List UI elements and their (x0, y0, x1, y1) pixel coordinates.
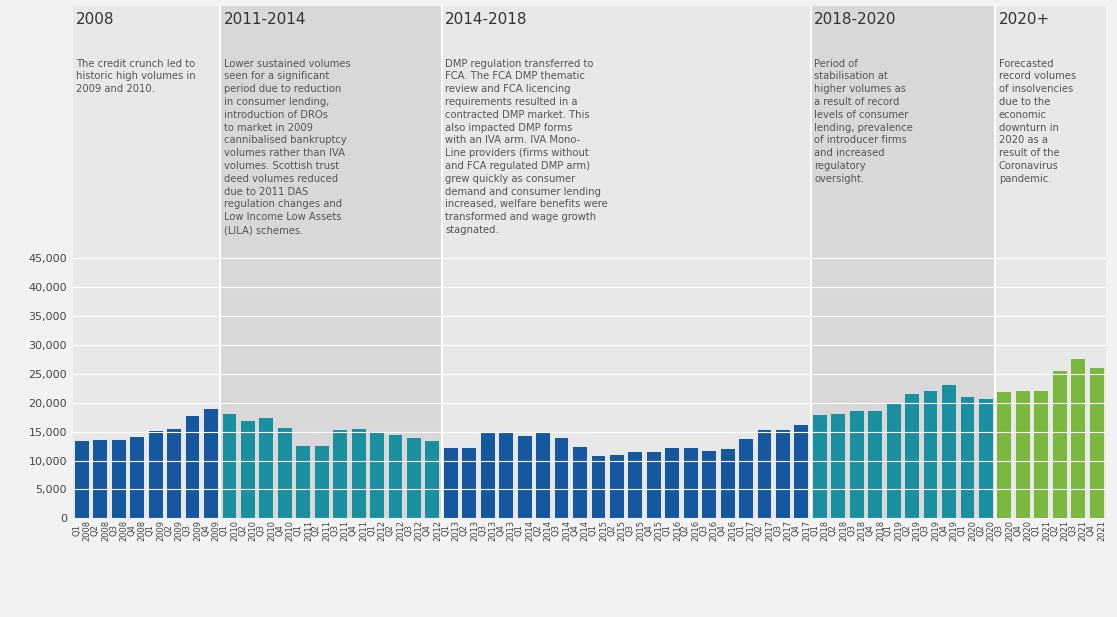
Bar (1053, 371, 1067, 518)
Bar (887, 403, 900, 518)
Bar (592, 457, 605, 518)
Bar (389, 434, 402, 518)
Bar (794, 424, 809, 518)
Bar (352, 429, 365, 518)
Bar (684, 448, 698, 518)
Bar (278, 428, 292, 518)
Bar (831, 414, 846, 518)
Bar (259, 418, 274, 518)
Bar (407, 438, 421, 518)
Bar (811, 247, 995, 518)
Bar (555, 438, 569, 518)
Bar (536, 433, 550, 518)
Bar (499, 432, 513, 518)
Bar (222, 414, 237, 518)
Bar (168, 429, 181, 518)
Bar (647, 452, 661, 518)
Bar (739, 439, 753, 518)
Bar (441, 247, 811, 518)
Bar (131, 437, 144, 518)
Text: 2020+: 2020+ (999, 12, 1050, 27)
Bar (995, 247, 1106, 518)
Bar (1015, 391, 1030, 518)
Bar (961, 397, 974, 518)
Bar (517, 436, 532, 518)
Bar (296, 445, 311, 518)
Bar (462, 448, 476, 518)
Text: 2011-2014: 2011-2014 (223, 12, 306, 27)
Bar (850, 412, 863, 518)
Bar (905, 394, 919, 518)
Bar (1090, 368, 1104, 518)
Bar (629, 452, 642, 518)
Text: The credit crunch led to
historic high volumes in
2009 and 2010.: The credit crunch led to historic high v… (76, 59, 195, 94)
Bar (868, 412, 882, 518)
Bar (333, 431, 347, 518)
Bar (757, 430, 772, 518)
Bar (924, 391, 937, 518)
Text: Period of
stabilisation at
higher volumes as
a result of record
levels of consum: Period of stabilisation at higher volume… (814, 59, 914, 184)
Text: 2018-2020: 2018-2020 (814, 12, 897, 27)
Bar (1071, 360, 1085, 518)
Bar (185, 416, 200, 518)
Bar (813, 415, 827, 518)
Bar (73, 247, 220, 518)
Bar (720, 449, 735, 518)
Bar (610, 455, 623, 518)
Bar (942, 386, 956, 518)
Bar (978, 399, 993, 518)
Bar (703, 451, 716, 518)
Bar (426, 441, 439, 518)
Text: Forecasted
record volumes
of insolvencies
due to the
economic
downturn in
2020 a: Forecasted record volumes of insolvencie… (999, 59, 1076, 184)
Text: DMP regulation transferred to
FCA. The FCA DMP thematic
review and FCA licencing: DMP regulation transferred to FCA. The F… (446, 59, 608, 235)
Bar (1034, 391, 1048, 518)
Bar (480, 432, 495, 518)
Bar (149, 431, 163, 518)
Bar (666, 448, 679, 518)
Bar (241, 421, 255, 518)
Bar (315, 445, 328, 518)
Bar (997, 392, 1011, 518)
Bar (204, 408, 218, 518)
Text: Lower sustained volumes
seen for a significant
period due to reduction
in consum: Lower sustained volumes seen for a signi… (223, 59, 351, 235)
Text: 2014-2018: 2014-2018 (446, 12, 528, 27)
Bar (112, 440, 125, 518)
Bar (94, 441, 107, 518)
Bar (75, 441, 88, 518)
Bar (573, 447, 586, 518)
Text: 2008: 2008 (76, 12, 115, 27)
Bar (220, 247, 441, 518)
Bar (443, 449, 458, 518)
Bar (370, 433, 384, 518)
Bar (776, 430, 790, 518)
